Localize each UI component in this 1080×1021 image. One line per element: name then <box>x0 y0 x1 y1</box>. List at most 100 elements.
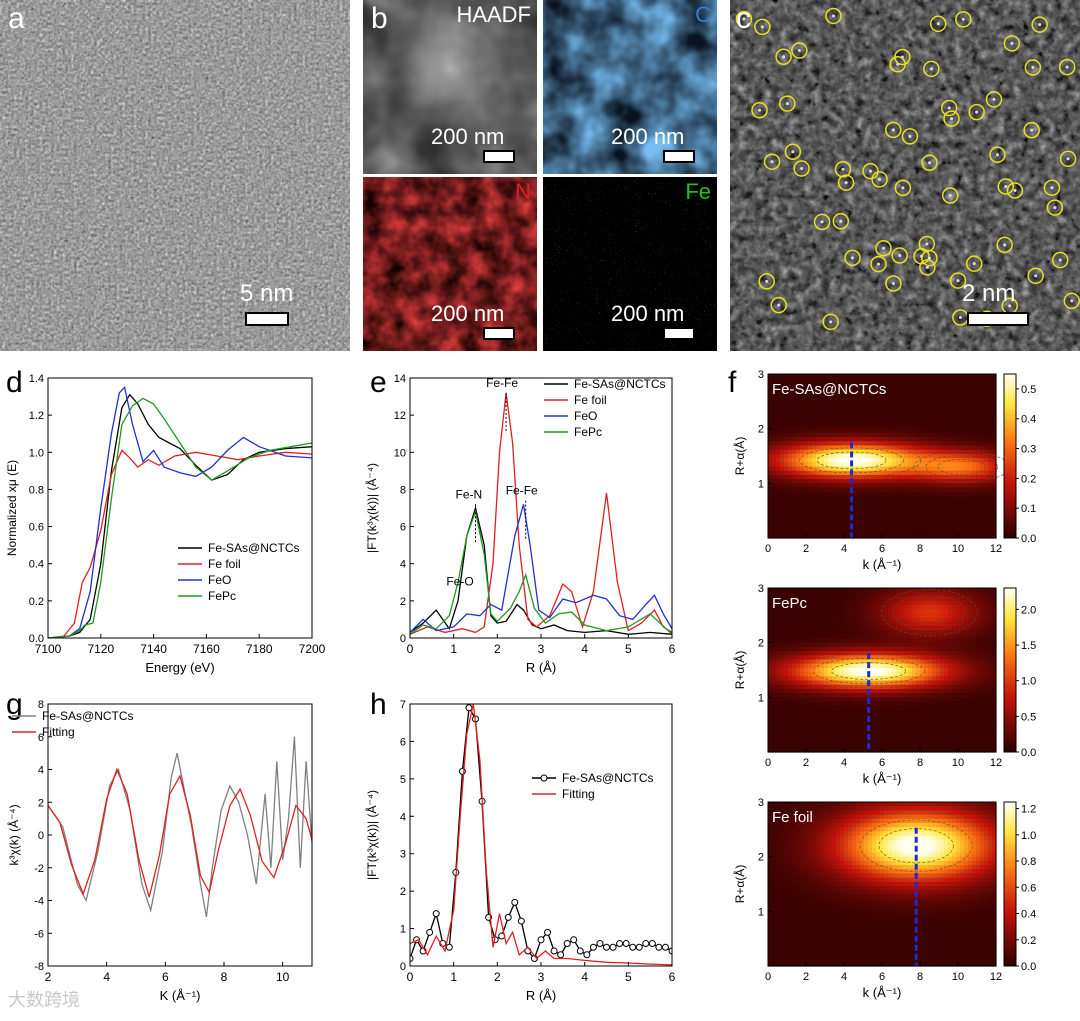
heatmap-cell <box>824 630 829 635</box>
heatmap-cell <box>940 408 945 413</box>
heatmap-cell <box>948 651 953 656</box>
heatmap-cell <box>800 403 805 408</box>
heatmap-cell <box>988 731 993 736</box>
heatmap-cell <box>904 500 909 505</box>
heatmap-cell <box>904 731 909 736</box>
heatmap-cell <box>932 651 937 656</box>
heatmap-cell <box>904 697 909 702</box>
heatmap-cell <box>768 697 773 702</box>
heatmap-cell <box>956 731 961 736</box>
heatmap-cell <box>768 399 773 404</box>
heatmap-cell <box>936 622 941 627</box>
heatmap-cell <box>828 424 833 429</box>
heatmap-cell <box>884 596 889 601</box>
heatmap-cell <box>792 525 797 530</box>
heatmap-cell <box>772 408 777 413</box>
heatmap-cell <box>816 441 821 446</box>
heatmap-cell <box>804 706 809 711</box>
heatmap-cell <box>800 521 805 526</box>
heatmap-cell <box>816 445 821 450</box>
heatmap-cell <box>852 399 857 404</box>
heatmap-cell <box>840 739 845 744</box>
heatmap-cell <box>772 949 777 954</box>
heatmap-cell <box>860 630 865 635</box>
heatmap-cell <box>892 735 897 740</box>
heatmap-cell <box>948 744 953 749</box>
heatmap-cell <box>792 420 797 425</box>
single-atom-dot <box>1053 206 1056 209</box>
heatmap-cell <box>920 513 925 518</box>
heatmap-cell <box>972 739 977 744</box>
heatmap-cell <box>924 697 929 702</box>
heatmap-cell <box>768 525 773 530</box>
heatmap-cell <box>872 496 877 501</box>
heatmap-cell <box>912 727 917 732</box>
heatmap-cell <box>816 643 821 648</box>
heatmap-cell <box>872 521 877 526</box>
heatmap-cell <box>808 714 813 719</box>
heatmap-cell <box>788 437 793 442</box>
heatmap-cell <box>876 702 881 707</box>
heatmap-cell <box>932 676 937 681</box>
heatmap-cell <box>884 664 889 669</box>
heatmap-cell <box>896 744 901 749</box>
heatmap-cell <box>800 689 805 694</box>
heatmap-cell <box>896 697 901 702</box>
heatmap-cell <box>844 626 849 631</box>
heatmap-cell <box>812 596 817 601</box>
heatmap-cell <box>780 433 785 438</box>
heatmap-cell <box>812 634 817 639</box>
heatmap-cell <box>816 727 821 732</box>
heatmap-cell <box>840 408 845 413</box>
heatmap-cell <box>988 706 993 711</box>
heatmap-cell <box>788 668 793 673</box>
heatmap-cell <box>824 613 829 618</box>
heatmap-cell <box>908 387 913 392</box>
heatmap-cell <box>788 638 793 643</box>
heatmap-cell <box>936 475 941 480</box>
heatmap-cell <box>780 685 785 690</box>
heatmap-cell <box>816 492 821 497</box>
heatmap-cell <box>940 403 945 408</box>
heatmap-cell <box>812 664 817 669</box>
heatmap-cell <box>916 668 921 673</box>
heatmap-cell <box>980 668 985 673</box>
heatmap-cell <box>968 651 973 656</box>
heatmap-cell <box>960 693 965 698</box>
x-tick-label: 0 <box>765 757 771 769</box>
heatmap-cell <box>804 408 809 413</box>
heatmap-cell <box>964 630 969 635</box>
heatmap-cell <box>956 374 961 379</box>
single-atom-dot <box>949 194 952 197</box>
heatmap-cell <box>968 601 973 606</box>
heatmap-cell <box>956 424 961 429</box>
heatmap-cell <box>860 525 865 530</box>
heatmap-cell <box>836 672 841 677</box>
heatmap-cell <box>772 475 777 480</box>
heatmap-cell <box>796 672 801 677</box>
heatmap-cell <box>900 609 905 614</box>
heatmap-cell <box>936 702 941 707</box>
heatmap-cell <box>768 513 773 518</box>
heatmap-cell <box>856 496 861 501</box>
heatmap-cell <box>856 601 861 606</box>
heatmap-cell <box>804 517 809 522</box>
heatmap-cell <box>916 483 921 488</box>
heatmap-cell <box>772 504 777 509</box>
heatmap-cell <box>872 592 877 597</box>
series-line <box>410 512 672 635</box>
heatmap-cell <box>772 588 777 593</box>
heatmap-cell <box>880 638 885 643</box>
heatmap-cell <box>984 651 989 656</box>
heatmap-cell <box>904 433 909 438</box>
heatmap-cell <box>772 668 777 673</box>
heatmap-cell <box>784 374 789 379</box>
heatmap-cell <box>952 471 957 476</box>
heatmap-cell <box>984 647 989 652</box>
heatmap-cell <box>972 462 977 467</box>
heatmap-cell <box>968 723 973 728</box>
heatmap-cell <box>840 727 845 732</box>
heatmap-cell <box>896 727 901 732</box>
heatmap-cell <box>804 399 809 404</box>
heatmap-cell <box>772 429 777 434</box>
